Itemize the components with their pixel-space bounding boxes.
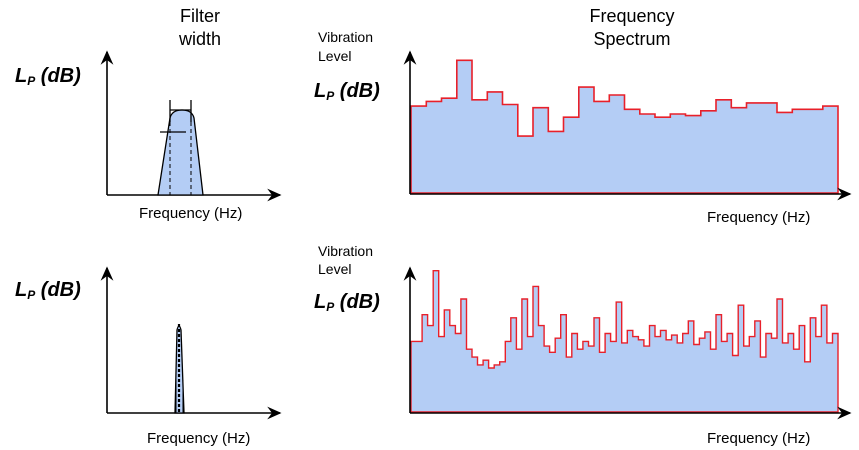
narrow-spectrum-panel: Vibration Level LP (dB) Frequency (Hz): [314, 243, 852, 447]
vibration-level-label-top-line2: Level: [318, 48, 351, 64]
lp-subscript: P: [27, 288, 36, 302]
wide-filter-panel: Filter width LP (dB) Frequency (Hz): [15, 6, 282, 222]
lp-letter: L: [15, 65, 27, 87]
lp-subscript: P: [326, 89, 335, 103]
filter-width-title-line2: width: [178, 29, 221, 49]
vibration-level-label-bottom-line1: Vibration: [318, 243, 373, 259]
wide-spectrum-area: [410, 59, 839, 194]
x-axis-label-bottom-left: Frequency (Hz): [147, 430, 250, 447]
narrow-filter-panel: LP (dB) Frequency (Hz): [15, 266, 282, 447]
lp-unit: (dB): [35, 65, 81, 87]
spectrum-title-line1: Frequency: [589, 6, 674, 26]
lp-unit: (dB): [35, 279, 81, 301]
vibration-level-label-bottom-line2: Level: [318, 261, 351, 277]
spectrum-title-line2: Spectrum: [593, 29, 670, 49]
lp-unit: (dB): [334, 291, 380, 313]
lp-letter: L: [314, 291, 326, 313]
y-axis-label-lp-bottom-left: LP (dB): [15, 279, 81, 302]
lp-letter: L: [314, 80, 326, 102]
vibration-level-label-top-line1: Vibration: [318, 29, 373, 45]
lp-subscript: P: [326, 300, 335, 314]
x-axis-label-top-right: Frequency (Hz): [707, 209, 810, 226]
lp-subscript: P: [27, 74, 36, 88]
y-axis-label-lp-top-left: LP (dB): [15, 65, 81, 88]
lp-unit: (dB): [334, 80, 380, 102]
x-axis-label-bottom-right: Frequency (Hz): [707, 430, 810, 447]
narrow-spectrum-area: [410, 270, 839, 413]
y-axis-label-lp-bottom-right: LP (dB): [314, 291, 380, 314]
lp-letter: L: [15, 279, 27, 301]
x-axis-label-top-left: Frequency (Hz): [139, 205, 242, 222]
y-axis-label-lp-top-right: LP (dB): [314, 80, 380, 103]
wide-filter-shape: [157, 109, 204, 196]
filter-width-title-line1: Filter: [180, 6, 220, 26]
wide-spectrum-panel: Frequency Spectrum Vibration Level LP (d…: [314, 6, 852, 226]
